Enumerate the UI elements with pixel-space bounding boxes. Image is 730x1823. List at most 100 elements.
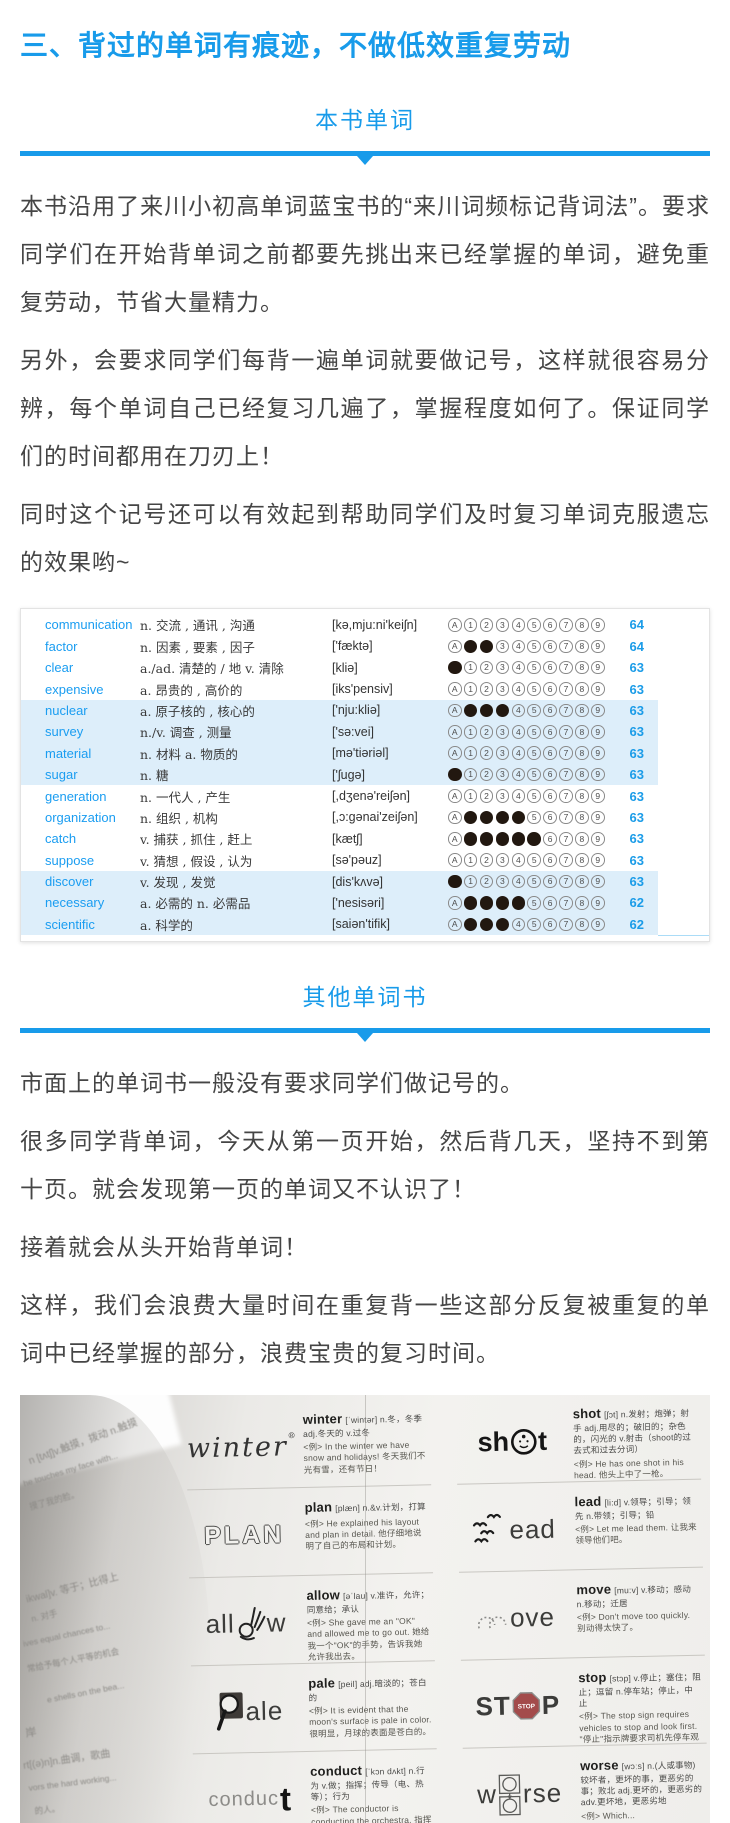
mark-filled-dot-icon [511,810,526,825]
frequency-count: 63 [629,724,644,740]
mark-circle-6-icon: 6 [543,682,557,696]
frequency-count: 63 [629,681,644,697]
mark-circle-9-icon: 9 [591,746,605,760]
mark-filled-dot-icon [448,660,462,675]
mark-circle-6-icon: 6 [543,746,557,760]
section1-paragraphs: 本书沿用了来川小初高单词蓝宝书的“来川词频标记背词法”。要求同学们在开始背单词之… [20,182,710,586]
word-cell: organization [45,809,116,825]
mark-circle-a-icon: A [448,746,462,760]
mark-circle-6-icon: 6 [543,832,557,846]
mark-circle-1-icon: 1 [463,682,478,696]
mark-circle-3-icon: 3 [495,746,510,760]
mark-filled-dot-icon [479,810,494,825]
entry-example: <例> Let me lead them. 让我来领导他们吧。 [575,1521,697,1546]
page-gutter-line [365,1395,366,1823]
mark-circle-1-icon: 1 [463,660,478,675]
mark-circle-5-icon: 5 [527,725,541,739]
mark-circle-8-icon: 8 [575,682,589,696]
mark-circle-9-icon: 9 [591,767,605,782]
mark-circle-8-icon: 8 [575,853,589,867]
phonetic-cell: [saiən'tifik] [332,917,390,932]
blank-rule-cell [658,784,709,808]
blank-rule-cell [658,699,709,722]
mark-circle-3-icon: 3 [495,660,510,675]
definition-cell: v. 猜想 , 假设 , 认为 [140,853,253,869]
mark-circle-a-icon: A [448,703,462,718]
mark-circle-9-icon: 9 [591,896,605,910]
frequency-count: 63 [629,702,644,718]
book-word-entry: PLAN plan [plæn] n.&v.计划，打算 <例> He explai… [187,1487,434,1579]
mark-circle-9-icon: 9 [591,703,605,718]
mark-circle-a-icon: A [448,725,462,739]
blank-rule-cell [658,913,709,936]
phonetic-cell: [dis'kʌvə] [332,874,384,889]
book-word-entry: w rse worse [wɔːs] n.(人或事物)较坏者，更坏的事，更恶劣的事；… [463,1746,709,1823]
mark-circle-8-icon: 8 [575,832,589,846]
mark-filled-dot-icon [479,917,494,932]
word-cell: suppose [45,852,95,868]
entry-head: allow [əˈlau] v.准许，允许；同意给；承认 [306,1584,430,1616]
entry-example: <例> He explained his layout and plan in … [304,1516,422,1552]
blank-rule-cell [658,848,709,872]
mark-circle-9-icon: 9 [591,853,605,867]
mark-circle-5-icon: 5 [527,682,541,696]
mark-filled-dot-icon [511,896,526,910]
mark-circle-4-icon: 4 [511,682,526,696]
svg-text:STOP: STOP [518,1703,536,1710]
mark-circle-4-icon: 4 [511,725,526,739]
mark-circle-3-icon: 3 [495,725,510,739]
mark-filled-dot-icon [463,639,478,654]
mark-circle-5-icon: 5 [527,660,541,675]
blurred-page-text: 岸 [24,1726,38,1740]
blank-rule-cell [658,635,709,658]
mark-circle-5-icon: 5 [527,618,541,632]
mark-filled-dot-icon [495,917,510,932]
mark-circle-a-icon: A [448,810,462,825]
frequency-count: 63 [629,874,644,890]
mark-circle-6-icon: 6 [543,853,557,867]
definition-cell: n. 糖 [140,768,169,784]
mark-circle-5-icon: 5 [527,917,541,932]
mark-filled-dot-icon [463,703,478,718]
mark-circle-5-icon: 5 [527,874,541,889]
mark-filled-dot-icon [479,703,494,718]
book-photo-image[interactable]: n [tʌtʃ]v.触摸，拨动 n.触摸 he touches my face w… [20,1395,710,1823]
divider-arrow-icon [357,1033,373,1043]
mark-circle-6-icon: 6 [543,660,557,675]
mark-circle-8-icon: 8 [575,639,589,654]
definition-cell: n. 因素 , 要素 , 因子 [140,639,255,655]
definition-cell: n. 交流 , 通讯 , 沟通 [140,618,255,634]
mark-filled-dot-icon [479,639,494,654]
mark-filled-dot-icon [495,832,510,846]
mark-circle-4-icon: 4 [511,639,526,654]
definition-cell: n. 材料 a. 物质的 [140,746,238,762]
mark-circle-8-icon: 8 [575,896,589,910]
phonetic-cell: ['nju:kliə] [332,703,381,718]
mark-circle-2-icon: 2 [479,682,494,696]
mark-filled-dot-icon [527,832,541,846]
vocab-table-image[interactable]: communication n. 交流 , 通讯 , 沟通 [kə,mju:ni… [20,608,710,943]
mark-circle-6-icon: 6 [543,639,557,654]
definition-cell: v. 发现 , 发觉 [140,875,216,891]
entry-head: stop [stɔp] v.停止；塞住；阻止；逗留 n.停车站；停止，中止 [578,1667,702,1710]
table-row: generation n. 一代人 , 产生 [,dʒenə'reiʃən] A… [21,784,709,808]
mark-circle-1-icon: 1 [463,746,478,760]
mark-circle-2-icon: 2 [479,853,494,867]
mark-circle-8-icon: 8 [575,703,589,718]
entry-word: stop [578,1669,607,1686]
section-label-this-book: 本书单词 [315,107,415,134]
phonetic-cell: [sə'pəuz] [332,853,382,868]
section-divider [20,151,710,166]
mark-circle-a-icon: A [448,639,462,654]
word-cell: catch [45,831,77,847]
mark-circle-a-icon: A [448,917,462,932]
mark-circle-5-icon: 5 [527,703,541,718]
entry-example: <例> The stop sign requires vehicles to s… [578,1709,700,1748]
frequency-count: 63 [629,660,644,676]
mark-circle-7-icon: 7 [559,746,573,760]
